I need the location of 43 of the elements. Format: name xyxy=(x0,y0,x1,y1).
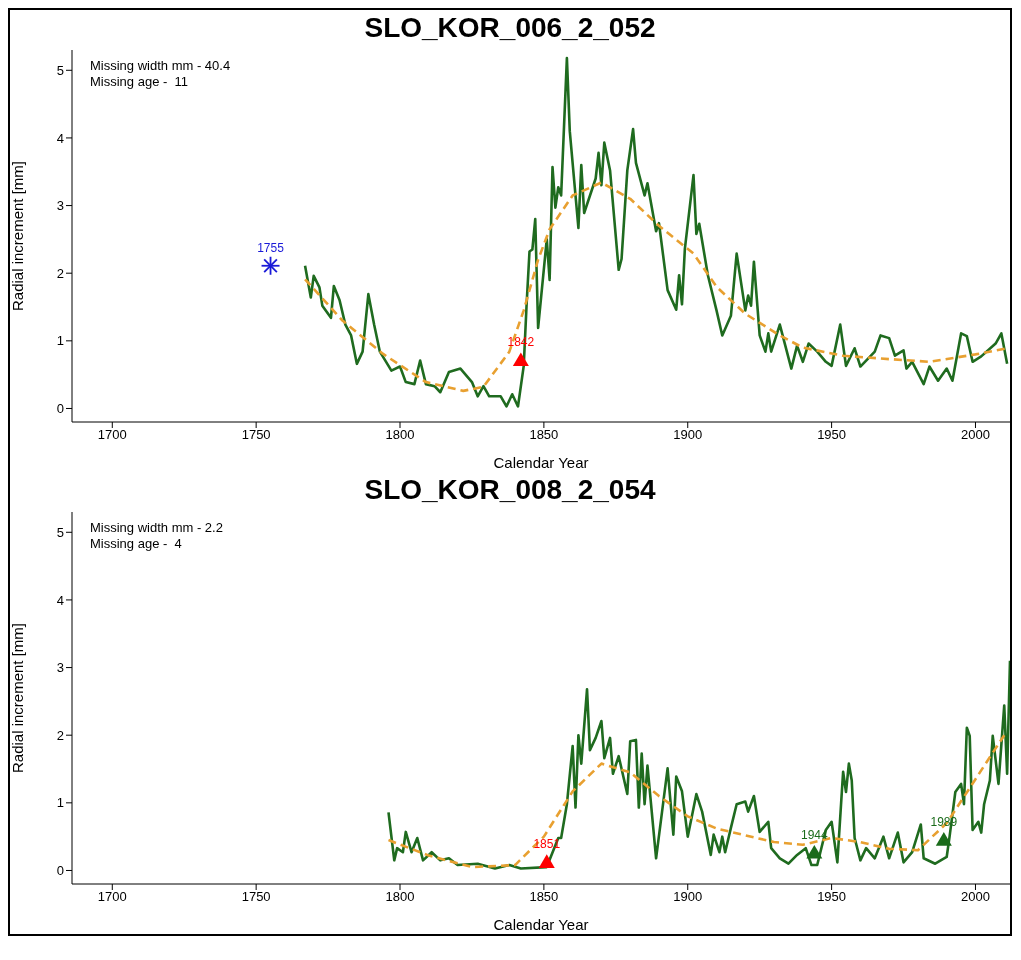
x-tick-label: 1850 xyxy=(529,889,559,905)
y-tick-label: 3 xyxy=(56,660,64,676)
y-tick-label: 2 xyxy=(56,265,64,281)
y-tick-label: 5 xyxy=(56,524,64,540)
annotation: Missing width mm - 40.4 xyxy=(90,58,231,74)
line-series xyxy=(303,56,1009,408)
annotation: Missing width mm - 2.2 xyxy=(90,520,223,536)
y-tick-label: 1 xyxy=(56,795,64,811)
point xyxy=(935,832,952,846)
x-tick-label: 1700 xyxy=(97,889,127,905)
x-tick-label: 1750 xyxy=(241,427,271,443)
chart-title: SLO_KOR_008_2_054 xyxy=(363,473,657,507)
x-tick-label: 1800 xyxy=(385,427,415,443)
annotation: Missing age - 4 xyxy=(90,536,183,552)
x-tick-label: 1850 xyxy=(529,427,559,443)
x-tick-label: 1950 xyxy=(817,427,847,443)
y-axis-title: Radial increment [mm] xyxy=(9,622,27,774)
chart-title: SLO_KOR_006_2_052 xyxy=(363,11,657,45)
y-tick-label: 3 xyxy=(56,198,64,214)
y-axis-title: Radial increment [mm] xyxy=(9,160,27,312)
point xyxy=(806,844,823,859)
y-tick-label: 4 xyxy=(56,130,64,146)
x-axis-title: Calendar Year xyxy=(493,454,589,471)
x-tick-label: 2000 xyxy=(961,889,990,905)
annotation: 1755 xyxy=(257,240,285,255)
point xyxy=(538,854,555,868)
x-tick-label: 1750 xyxy=(241,889,271,905)
x-tick-label: 1900 xyxy=(673,889,703,905)
y-tick-label: 1 xyxy=(56,333,64,349)
y-tick-label: 0 xyxy=(56,401,64,417)
line-series xyxy=(387,659,1010,870)
y-tick-label: 5 xyxy=(56,62,64,78)
x-tick-label: 2000 xyxy=(961,427,990,443)
y-tick-label: 4 xyxy=(56,592,64,608)
line-series xyxy=(387,733,1006,869)
annotation: Missing age - 11 xyxy=(90,74,190,90)
x-tick-label: 1950 xyxy=(817,889,847,905)
x-tick-label: 1700 xyxy=(97,427,127,443)
x-tick-label: 1800 xyxy=(385,889,415,905)
y-tick-label: 2 xyxy=(56,727,64,743)
x-axis-title: Calendar Year xyxy=(493,916,589,933)
x-tick-label: 1900 xyxy=(673,427,703,443)
y-tick-label: 0 xyxy=(56,863,64,879)
